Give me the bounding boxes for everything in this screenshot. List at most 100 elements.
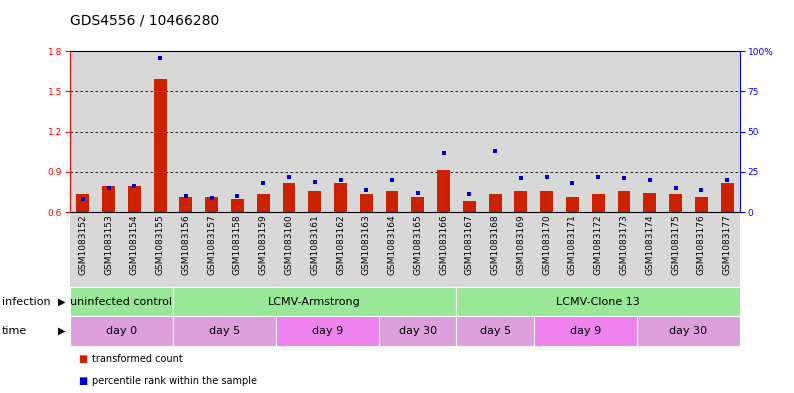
Bar (437, 170, 450, 212)
Bar (515, 191, 527, 212)
Text: day 5: day 5 (209, 326, 240, 336)
Text: GSM1083175: GSM1083175 (671, 215, 680, 275)
Bar (380, 51, 405, 212)
Text: GSM1083166: GSM1083166 (439, 215, 448, 275)
Bar (102, 186, 115, 212)
Bar (715, 212, 740, 287)
Bar (637, 212, 663, 287)
Text: GSM1083159: GSM1083159 (259, 215, 268, 275)
Bar (688, 212, 715, 287)
Bar (147, 212, 173, 287)
Bar (70, 287, 173, 316)
Bar (225, 212, 250, 287)
Text: GSM1083172: GSM1083172 (594, 215, 603, 275)
Bar (611, 51, 637, 212)
Bar (302, 212, 328, 287)
Text: day 9: day 9 (570, 326, 601, 336)
Text: GSM1083160: GSM1083160 (284, 215, 294, 275)
Bar (592, 194, 605, 212)
Text: GSM1083161: GSM1083161 (310, 215, 319, 275)
Text: GSM1083152: GSM1083152 (79, 215, 87, 275)
Bar (508, 51, 534, 212)
Text: percentile rank within the sample: percentile rank within the sample (92, 376, 257, 386)
Text: ■: ■ (78, 376, 87, 386)
Bar (147, 51, 173, 212)
Bar (353, 51, 380, 212)
Bar (353, 212, 380, 287)
Bar (534, 212, 560, 287)
Bar (76, 194, 89, 212)
Text: GSM1083163: GSM1083163 (362, 215, 371, 275)
Bar (360, 194, 372, 212)
Text: GSM1083157: GSM1083157 (207, 215, 216, 275)
Text: GSM1083177: GSM1083177 (723, 215, 731, 275)
Bar (70, 51, 95, 212)
Bar (566, 197, 579, 212)
Bar (669, 194, 682, 212)
Bar (128, 186, 141, 212)
Bar (328, 212, 353, 287)
Bar (302, 51, 328, 212)
Bar (334, 184, 347, 212)
Bar (121, 51, 147, 212)
Bar (386, 191, 399, 212)
Bar (489, 194, 502, 212)
Bar (405, 212, 430, 287)
Bar (154, 79, 167, 212)
Bar (457, 212, 482, 287)
Bar (121, 212, 147, 287)
Bar (508, 212, 534, 287)
Text: GSM1083170: GSM1083170 (542, 215, 551, 275)
Bar (198, 212, 225, 287)
Bar (205, 197, 218, 212)
Text: time: time (2, 326, 27, 336)
Bar (721, 184, 734, 212)
Text: LCMV-Armstrong: LCMV-Armstrong (268, 297, 361, 307)
Bar (231, 200, 244, 212)
Bar (328, 51, 353, 212)
Bar (173, 287, 457, 316)
Bar (663, 212, 688, 287)
Text: GSM1083169: GSM1083169 (516, 215, 526, 275)
Text: ■: ■ (78, 354, 87, 364)
Bar (457, 51, 482, 212)
Text: GDS4556 / 10466280: GDS4556 / 10466280 (70, 13, 219, 28)
Text: GSM1083173: GSM1083173 (619, 215, 629, 275)
Text: GSM1083158: GSM1083158 (233, 215, 242, 275)
Bar (179, 197, 192, 212)
Bar (308, 191, 322, 212)
Bar (715, 51, 740, 212)
Bar (618, 191, 630, 212)
Text: GSM1083154: GSM1083154 (129, 215, 139, 275)
Bar (534, 316, 637, 346)
Bar (585, 51, 611, 212)
Text: GSM1083162: GSM1083162 (336, 215, 345, 275)
Text: ▶: ▶ (59, 326, 66, 336)
Bar (643, 193, 657, 212)
Bar (540, 191, 553, 212)
Text: GSM1083164: GSM1083164 (387, 215, 396, 275)
Bar (225, 51, 250, 212)
Bar (560, 212, 585, 287)
Text: GSM1083174: GSM1083174 (646, 215, 654, 275)
Text: day 30: day 30 (399, 326, 437, 336)
Bar (250, 51, 276, 212)
Text: GSM1083171: GSM1083171 (568, 215, 577, 275)
Bar (276, 212, 302, 287)
Bar (457, 316, 534, 346)
Text: GSM1083176: GSM1083176 (697, 215, 706, 275)
Text: GSM1083165: GSM1083165 (414, 215, 422, 275)
Bar (70, 316, 173, 346)
Text: day 5: day 5 (480, 326, 511, 336)
Text: ▶: ▶ (59, 297, 66, 307)
Bar (380, 212, 405, 287)
Bar (276, 51, 302, 212)
Bar (482, 212, 508, 287)
Bar (173, 212, 198, 287)
Bar (463, 201, 476, 212)
Text: GSM1083156: GSM1083156 (181, 215, 191, 275)
Text: GSM1083167: GSM1083167 (464, 215, 474, 275)
Bar (457, 287, 740, 316)
Text: GSM1083168: GSM1083168 (491, 215, 499, 275)
Bar (688, 51, 715, 212)
